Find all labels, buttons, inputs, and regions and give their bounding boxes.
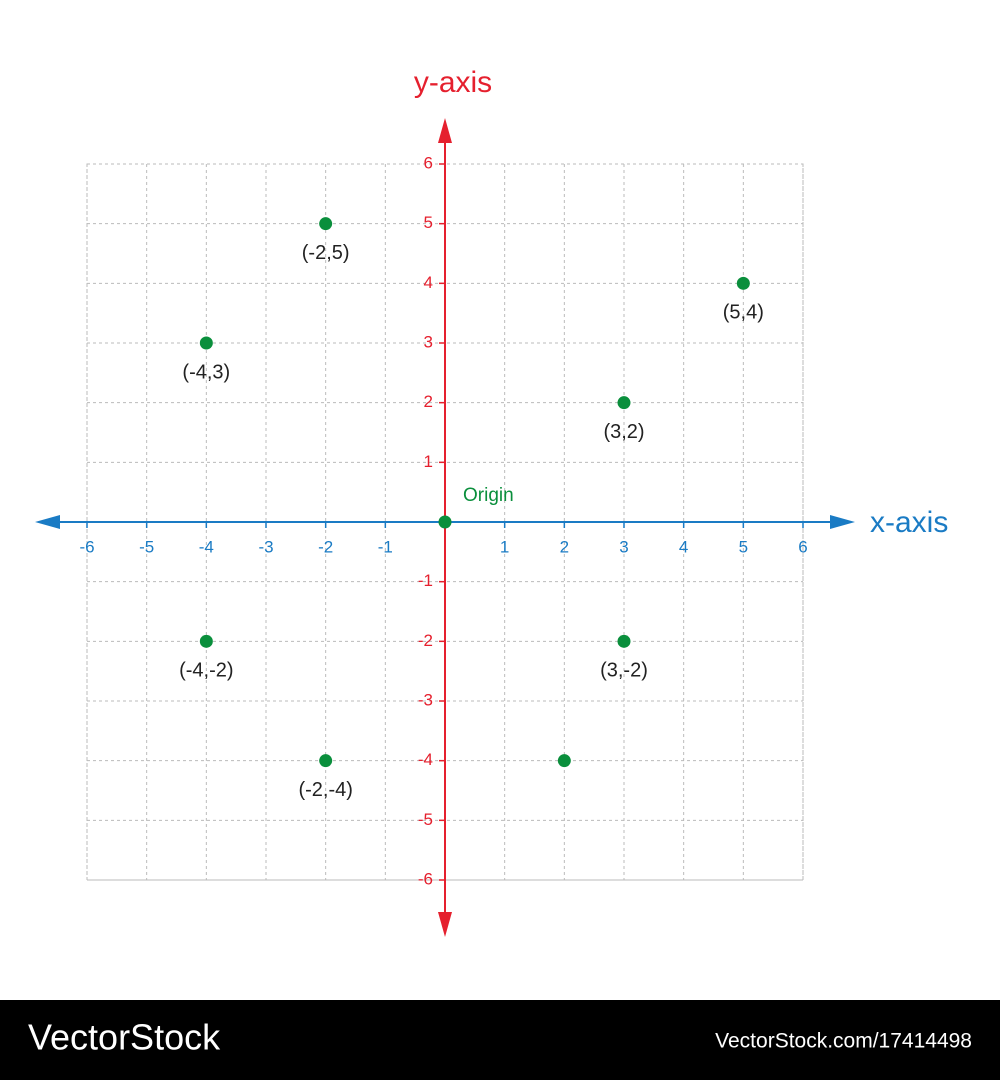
x-tick-label: -2 <box>318 537 333 556</box>
footer-id: VectorStock.com/17414498 <box>715 1030 972 1053</box>
y-tick-label: 3 <box>424 332 433 351</box>
x-arrow-right <box>830 515 855 529</box>
y-tick-label: -3 <box>418 690 433 709</box>
x-tick-label: -5 <box>139 537 154 556</box>
y-tick-label: 4 <box>424 273 433 292</box>
point-label: (-4,-2) <box>179 660 233 682</box>
x-tick-label: -4 <box>199 537 214 556</box>
y-tick-label: -5 <box>418 810 433 829</box>
point-label: (3,-2) <box>600 660 648 682</box>
footer-band <box>0 1000 1000 1080</box>
x-arrow-left <box>35 515 60 529</box>
point-label: (-2,-4) <box>298 779 352 801</box>
y-tick-label: 5 <box>424 213 433 232</box>
y-arrow-bottom <box>438 912 452 937</box>
y-tick-label: -2 <box>418 631 433 650</box>
x-tick-label: -3 <box>258 537 273 556</box>
y-tick-label: -4 <box>418 750 433 769</box>
x-tick-label: -6 <box>79 537 94 556</box>
y-arrow-top <box>438 118 452 143</box>
point <box>617 634 631 648</box>
x-tick-label: 2 <box>560 537 569 556</box>
point-label: (-2,5) <box>302 242 350 264</box>
y-tick-label: 2 <box>424 392 433 411</box>
point <box>199 634 213 648</box>
point-label: (-4,3) <box>182 361 230 383</box>
point <box>319 217 333 231</box>
y-tick-label: -1 <box>418 571 433 590</box>
point <box>617 396 631 410</box>
point <box>319 754 333 768</box>
point-label: (3,2) <box>603 421 644 443</box>
x-tick-label: 3 <box>619 537 628 556</box>
point <box>438 515 452 529</box>
point-label: (5,4) <box>723 302 764 324</box>
point <box>199 336 213 350</box>
y-tick-label: 6 <box>424 153 433 172</box>
x-tick-label: -1 <box>378 537 393 556</box>
point-label: Origin <box>463 485 514 506</box>
x-axis-label: x-axis <box>870 506 948 539</box>
x-tick-label: 1 <box>500 537 509 556</box>
y-axis-label: y-axis <box>414 66 492 99</box>
point <box>736 276 750 290</box>
x-tick-label: 4 <box>679 537 688 556</box>
marks: (-2,5) (5,4) (-4,3) (3,2) Origin (-4,-2) (3,-2… <box>179 217 764 801</box>
point <box>557 754 571 768</box>
footer-brand: VectorStock <box>28 1017 221 1058</box>
y-tick-label: -6 <box>418 869 433 888</box>
x-tick-label: 5 <box>739 537 748 556</box>
y-tick-label: 1 <box>424 452 433 471</box>
x-tick-label: 6 <box>798 537 807 556</box>
